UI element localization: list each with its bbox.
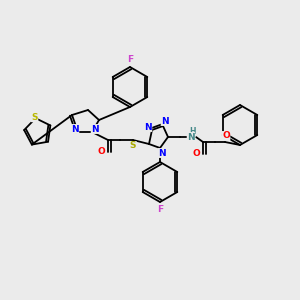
- Text: N: N: [91, 124, 99, 134]
- Text: F: F: [127, 56, 133, 64]
- Text: H: H: [189, 128, 195, 136]
- Text: N: N: [158, 148, 166, 158]
- Text: O: O: [192, 149, 200, 158]
- Text: S: S: [130, 142, 136, 151]
- Text: N: N: [144, 122, 152, 131]
- Text: N: N: [71, 124, 79, 134]
- Text: N: N: [161, 116, 169, 125]
- Text: S: S: [31, 113, 38, 122]
- Text: F: F: [157, 205, 163, 214]
- Text: O: O: [97, 148, 105, 157]
- Text: N: N: [187, 133, 195, 142]
- Text: O: O: [222, 131, 230, 140]
